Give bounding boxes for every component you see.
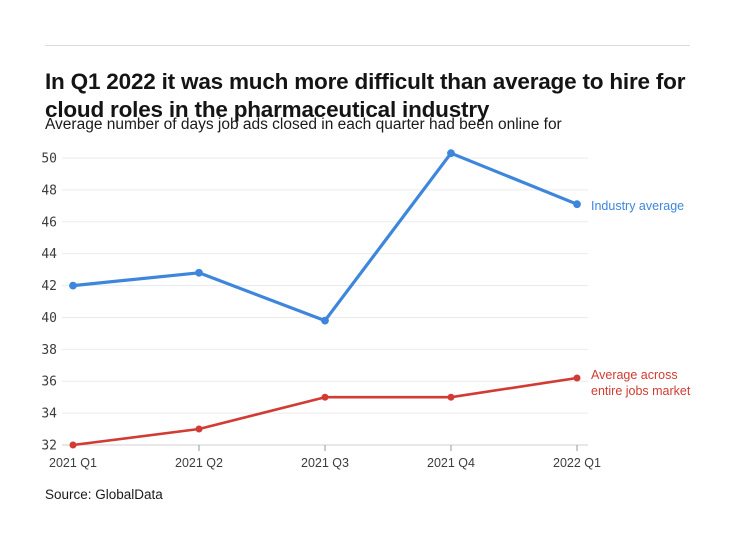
- x-tick-label: 2022 Q1: [553, 456, 601, 470]
- top-divider: [45, 45, 690, 46]
- x-tick-label: 2021 Q4: [427, 456, 475, 470]
- data-point: [321, 316, 329, 325]
- data-point: [69, 281, 77, 290]
- y-tick-label: 32: [41, 438, 57, 453]
- y-tick-label: 42: [41, 279, 57, 294]
- chart-title: In Q1 2022 it was much more difficult th…: [45, 69, 686, 122]
- y-tick-label: 44: [41, 247, 57, 262]
- legend-jobs-market-line1: Average across: [591, 368, 678, 382]
- jobs-market-line: [71, 376, 579, 447]
- y-tick-label: 34: [41, 407, 57, 422]
- y-tick-label: 40: [41, 311, 57, 326]
- y-tick-label: 38: [41, 343, 57, 358]
- source-credit: Source: GlobalData: [45, 487, 163, 502]
- y-tick-label: 50: [41, 152, 57, 167]
- y-tick-label: 36: [41, 375, 57, 390]
- data-point: [573, 200, 581, 209]
- industry-average-line: [71, 151, 579, 323]
- line-chart: 32 34 36 38 40 42 44 46 48 50 2021 Q1 2021 Q2 2021 Q…: [41, 149, 601, 470]
- data-point: [321, 393, 329, 401]
- y-tick-label: 48: [41, 183, 57, 198]
- x-tick-label: 2021 Q3: [301, 456, 349, 470]
- chart-subtitle: Average number of days job ads closed in…: [45, 116, 562, 133]
- data-point: [195, 268, 203, 277]
- legend-jobs-market: Average across entire jobs market: [591, 368, 690, 399]
- data-point: [69, 441, 77, 449]
- x-tick-label: 2021 Q1: [49, 456, 97, 470]
- y-tick-label: 46: [41, 215, 57, 230]
- data-point: [447, 149, 455, 158]
- data-point: [573, 374, 581, 382]
- legend-jobs-market-line2: entire jobs market: [591, 383, 691, 398]
- legend-industry-average: Industry average: [591, 199, 685, 213]
- x-tick-label: 2021 Q2: [175, 456, 223, 470]
- data-point: [195, 425, 203, 433]
- data-point: [447, 393, 455, 401]
